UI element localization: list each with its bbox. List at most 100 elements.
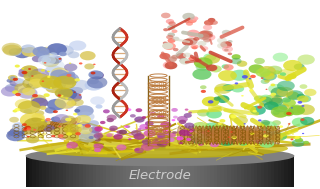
Circle shape: [264, 125, 271, 129]
Circle shape: [189, 130, 193, 132]
Circle shape: [65, 118, 71, 121]
Circle shape: [56, 128, 68, 135]
Circle shape: [268, 102, 280, 110]
Circle shape: [294, 64, 305, 70]
Bar: [130, 156, 133, 189]
Circle shape: [60, 95, 64, 97]
Circle shape: [297, 104, 315, 115]
Circle shape: [124, 125, 128, 128]
Circle shape: [107, 115, 117, 121]
Circle shape: [271, 134, 283, 141]
Circle shape: [44, 93, 50, 97]
Circle shape: [220, 41, 232, 48]
Circle shape: [72, 80, 90, 91]
Circle shape: [244, 123, 246, 125]
Ellipse shape: [269, 126, 273, 145]
Ellipse shape: [273, 126, 277, 145]
Bar: [147, 156, 150, 189]
Circle shape: [79, 94, 81, 96]
Circle shape: [41, 120, 50, 126]
Circle shape: [69, 87, 76, 91]
Ellipse shape: [194, 126, 198, 145]
Circle shape: [31, 98, 48, 108]
Circle shape: [21, 65, 38, 76]
Circle shape: [163, 142, 167, 145]
Circle shape: [200, 30, 211, 37]
Circle shape: [198, 31, 210, 38]
Circle shape: [55, 88, 72, 98]
Bar: [120, 156, 123, 189]
Circle shape: [191, 16, 198, 21]
Circle shape: [300, 84, 308, 89]
Ellipse shape: [32, 139, 288, 158]
Circle shape: [41, 69, 45, 72]
Circle shape: [58, 134, 64, 138]
Circle shape: [36, 73, 48, 80]
Circle shape: [197, 41, 206, 46]
Circle shape: [42, 80, 44, 82]
Circle shape: [209, 130, 216, 135]
Circle shape: [273, 53, 288, 62]
Circle shape: [157, 136, 163, 139]
Circle shape: [162, 129, 168, 132]
Circle shape: [116, 130, 123, 134]
Circle shape: [55, 88, 73, 98]
Circle shape: [33, 46, 50, 57]
Circle shape: [163, 42, 168, 44]
Ellipse shape: [11, 126, 20, 136]
Circle shape: [298, 101, 302, 104]
Circle shape: [59, 58, 61, 60]
Bar: [230, 156, 234, 189]
Circle shape: [287, 90, 304, 100]
Circle shape: [249, 89, 253, 92]
Circle shape: [65, 127, 75, 134]
Circle shape: [13, 78, 18, 81]
Circle shape: [182, 13, 195, 20]
Circle shape: [206, 109, 222, 119]
Circle shape: [31, 75, 34, 77]
Circle shape: [40, 79, 59, 90]
Ellipse shape: [181, 126, 185, 145]
Circle shape: [228, 53, 232, 55]
Circle shape: [47, 99, 66, 110]
Ellipse shape: [201, 126, 205, 145]
Ellipse shape: [80, 150, 228, 157]
Text: Electrode: Electrode: [129, 169, 191, 182]
Circle shape: [286, 91, 299, 100]
Ellipse shape: [256, 126, 260, 145]
Circle shape: [164, 62, 177, 69]
Circle shape: [283, 99, 296, 107]
Circle shape: [168, 133, 176, 138]
Circle shape: [300, 117, 314, 125]
Circle shape: [64, 124, 82, 135]
Circle shape: [54, 51, 61, 55]
Circle shape: [303, 141, 309, 144]
Ellipse shape: [225, 126, 229, 145]
Circle shape: [12, 90, 19, 94]
Circle shape: [66, 132, 72, 136]
Circle shape: [167, 33, 175, 37]
Ellipse shape: [35, 122, 44, 132]
Circle shape: [50, 70, 68, 80]
Ellipse shape: [68, 118, 78, 128]
Circle shape: [271, 106, 290, 118]
Bar: [160, 156, 163, 189]
Circle shape: [93, 137, 99, 140]
Circle shape: [65, 93, 76, 99]
Circle shape: [134, 116, 145, 123]
Circle shape: [156, 132, 163, 136]
Bar: [66, 156, 69, 189]
Circle shape: [232, 54, 241, 60]
Circle shape: [214, 123, 226, 130]
Circle shape: [55, 97, 75, 109]
Circle shape: [261, 77, 264, 79]
Circle shape: [214, 97, 221, 101]
Circle shape: [252, 110, 257, 112]
Circle shape: [94, 148, 101, 152]
Circle shape: [267, 66, 282, 75]
Ellipse shape: [56, 119, 66, 129]
Circle shape: [202, 97, 219, 107]
Circle shape: [12, 110, 17, 112]
Circle shape: [18, 101, 41, 114]
Bar: [36, 156, 39, 189]
